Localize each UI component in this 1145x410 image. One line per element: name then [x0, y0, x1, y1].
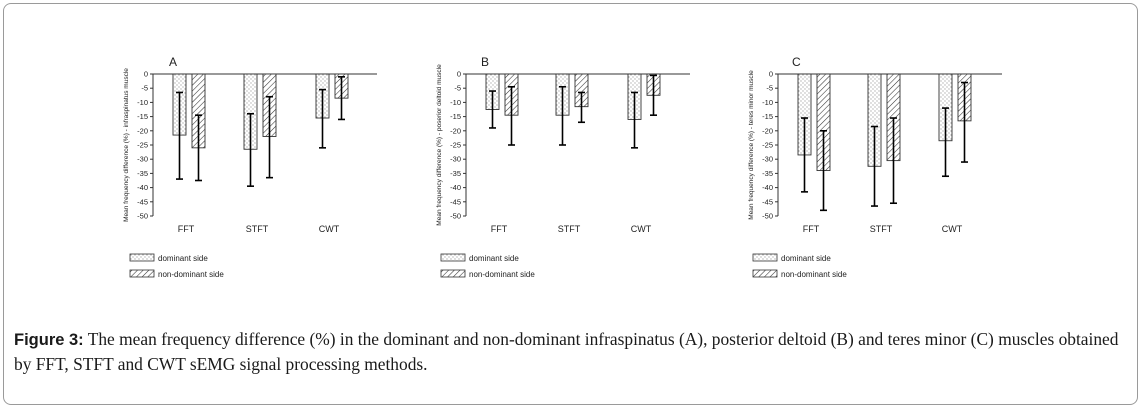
x-category-label: STFT — [870, 224, 893, 234]
caption-text: The mean frequency difference (%) in the… — [14, 329, 1119, 374]
y-tick-label: -50 — [450, 212, 461, 221]
legend-label: dominant side — [781, 254, 831, 263]
y-tick-label: -5 — [766, 84, 773, 93]
y-tick-label: -30 — [450, 155, 461, 164]
y-tick-label: 0 — [144, 70, 148, 79]
y-tick-label: -45 — [762, 197, 773, 206]
panel-label: B — [481, 55, 489, 69]
y-tick-label: -5 — [141, 84, 148, 93]
y-tick-label: -50 — [137, 212, 148, 221]
y-tick-label: -45 — [137, 197, 148, 206]
legend-label: dominant side — [469, 254, 519, 263]
x-category-label: CWT — [631, 224, 652, 234]
y-axis-label: Mean frequency difference (%) - infraspi… — [123, 68, 130, 222]
x-category-label: CWT — [319, 224, 340, 234]
legend-swatch-non-dominant — [440, 269, 466, 278]
y-tick-label: -35 — [137, 169, 148, 178]
legend-swatch-non-dominant — [129, 269, 155, 278]
y-tick-label: -15 — [137, 112, 148, 121]
y-tick-label: -45 — [450, 197, 461, 206]
y-tick-label: -5 — [454, 84, 461, 93]
x-category-label: FFT — [178, 224, 195, 234]
legend-label: non-dominant side — [781, 270, 847, 279]
y-tick-label: -10 — [450, 98, 461, 107]
x-category-label: CWT — [942, 224, 963, 234]
y-tick-label: -15 — [450, 112, 461, 121]
x-category-label: FFT — [491, 224, 508, 234]
y-tick-label: -15 — [762, 112, 773, 121]
y-tick-label: -30 — [762, 155, 773, 164]
y-tick-label: 0 — [457, 70, 461, 79]
legend-swatch-dominant — [440, 253, 466, 262]
legend-swatch-dominant — [752, 253, 778, 262]
legend-swatch-dominant — [129, 253, 155, 262]
y-tick-label: -10 — [137, 98, 148, 107]
panel-label: A — [169, 55, 177, 69]
legend-label: non-dominant side — [158, 270, 224, 279]
y-axis-label: Mean frequency difference (%) - teres mi… — [748, 70, 755, 220]
y-tick-label: -20 — [137, 126, 148, 135]
y-tick-label: -50 — [762, 212, 773, 221]
figure-frame — [3, 3, 1138, 405]
x-category-label: STFT — [246, 224, 269, 234]
figure-caption: Figure 3: The mean frequency difference … — [14, 327, 1134, 376]
y-tick-label: -35 — [762, 169, 773, 178]
y-tick-label: -25 — [137, 141, 148, 150]
y-axis-label: Mean frequency difference (%) - poserior… — [436, 64, 443, 226]
y-tick-label: -25 — [762, 141, 773, 150]
y-tick-label: -40 — [762, 183, 773, 192]
y-tick-label: -25 — [450, 141, 461, 150]
y-tick-label: -20 — [450, 126, 461, 135]
legend-label: dominant side — [158, 254, 208, 263]
panel-label: C — [792, 55, 801, 69]
x-category-label: STFT — [558, 224, 581, 234]
y-tick-label: -35 — [450, 169, 461, 178]
caption-label: Figure 3: — [14, 331, 84, 349]
y-tick-label: 0 — [769, 70, 773, 79]
y-tick-label: -40 — [137, 183, 148, 192]
y-tick-label: -30 — [137, 155, 148, 164]
x-category-label: FFT — [803, 224, 820, 234]
y-tick-label: -40 — [450, 183, 461, 192]
legend-swatch-non-dominant — [752, 269, 778, 278]
y-tick-label: -20 — [762, 126, 773, 135]
legend-label: non-dominant side — [469, 270, 535, 279]
y-tick-label: -10 — [762, 98, 773, 107]
